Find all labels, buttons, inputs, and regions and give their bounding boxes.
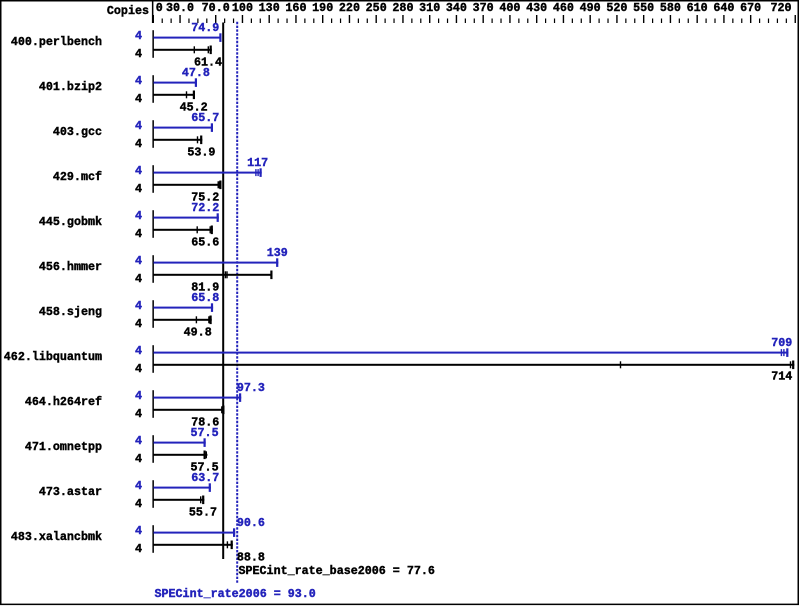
svg-text:429.mcf: 429.mcf bbox=[53, 170, 102, 184]
svg-text:473.astar: 473.astar bbox=[39, 485, 102, 499]
svg-text:4: 4 bbox=[135, 479, 142, 493]
svg-text:250: 250 bbox=[366, 1, 387, 15]
svg-text:47.8: 47.8 bbox=[182, 66, 210, 80]
svg-text:4: 4 bbox=[135, 389, 142, 403]
svg-text:70.0: 70.0 bbox=[202, 1, 230, 15]
svg-text:78.6: 78.6 bbox=[191, 415, 219, 429]
svg-text:61.4: 61.4 bbox=[194, 55, 222, 69]
svg-text:45.2: 45.2 bbox=[180, 100, 208, 114]
svg-text:400.perlbench: 400.perlbench bbox=[11, 35, 102, 49]
svg-text:4: 4 bbox=[135, 542, 142, 556]
svg-text:471.omnetpp: 471.omnetpp bbox=[25, 440, 102, 454]
svg-text:550: 550 bbox=[633, 1, 654, 15]
svg-text:456.hmmer: 456.hmmer bbox=[39, 260, 102, 274]
svg-text:310: 310 bbox=[419, 1, 440, 15]
svg-text:75.2: 75.2 bbox=[191, 190, 219, 204]
svg-text:65.6: 65.6 bbox=[191, 235, 219, 249]
svg-text:97.3: 97.3 bbox=[237, 381, 265, 395]
svg-text:670: 670 bbox=[740, 1, 761, 15]
svg-text:220: 220 bbox=[339, 1, 360, 15]
svg-text:160: 160 bbox=[285, 1, 306, 15]
svg-text:65.8: 65.8 bbox=[191, 291, 219, 305]
svg-text:4: 4 bbox=[135, 182, 142, 196]
svg-text:580: 580 bbox=[660, 1, 681, 15]
svg-text:4: 4 bbox=[135, 254, 142, 268]
svg-text:640: 640 bbox=[713, 1, 734, 15]
svg-text:SPECint_rate2006 = 93.0: SPECint_rate2006 = 93.0 bbox=[155, 587, 316, 601]
svg-text:57.5: 57.5 bbox=[191, 426, 219, 440]
svg-text:72.2: 72.2 bbox=[191, 201, 219, 215]
svg-text:458.sjeng: 458.sjeng bbox=[39, 305, 102, 319]
svg-text:4: 4 bbox=[135, 407, 142, 421]
svg-text:4: 4 bbox=[135, 29, 142, 43]
svg-text:401.bzip2: 401.bzip2 bbox=[39, 80, 102, 94]
svg-text:81.9: 81.9 bbox=[191, 280, 219, 294]
svg-text:430: 430 bbox=[526, 1, 547, 15]
svg-text:610: 610 bbox=[687, 1, 708, 15]
svg-text:340: 340 bbox=[446, 1, 467, 15]
svg-text:4: 4 bbox=[135, 272, 142, 286]
svg-text:4: 4 bbox=[135, 47, 142, 61]
svg-text:49.8: 49.8 bbox=[184, 325, 212, 339]
svg-text:460: 460 bbox=[553, 1, 574, 15]
svg-text:4: 4 bbox=[135, 497, 142, 511]
svg-text:4: 4 bbox=[135, 317, 142, 331]
svg-text:464.h264ref: 464.h264ref bbox=[25, 395, 102, 409]
svg-text:Copies: Copies bbox=[107, 4, 149, 18]
svg-text:4: 4 bbox=[135, 227, 142, 241]
svg-text:462.libquantum: 462.libquantum bbox=[4, 350, 102, 364]
svg-text:130: 130 bbox=[259, 1, 280, 15]
svg-text:4: 4 bbox=[135, 209, 142, 223]
svg-text:709: 709 bbox=[771, 336, 792, 350]
svg-text:30.0: 30.0 bbox=[166, 1, 194, 15]
svg-text:490: 490 bbox=[580, 1, 601, 15]
svg-text:714: 714 bbox=[771, 370, 792, 384]
svg-text:4: 4 bbox=[135, 344, 142, 358]
svg-text:400: 400 bbox=[499, 1, 520, 15]
svg-text:90.6: 90.6 bbox=[237, 516, 265, 530]
svg-text:139: 139 bbox=[267, 246, 288, 260]
svg-text:4: 4 bbox=[135, 119, 142, 133]
svg-text:445.gobmk: 445.gobmk bbox=[39, 215, 102, 229]
svg-text:57.5: 57.5 bbox=[191, 460, 219, 474]
svg-text:4: 4 bbox=[135, 299, 142, 313]
svg-text:55.7: 55.7 bbox=[189, 505, 217, 519]
svg-text:88.8: 88.8 bbox=[237, 550, 265, 564]
svg-text:4: 4 bbox=[135, 362, 142, 376]
svg-text:63.7: 63.7 bbox=[191, 471, 219, 485]
svg-text:4: 4 bbox=[135, 452, 142, 466]
svg-text:280: 280 bbox=[392, 1, 413, 15]
svg-text:65.7: 65.7 bbox=[191, 111, 219, 125]
svg-text:SPECint_rate_base2006 = 77.6: SPECint_rate_base2006 = 77.6 bbox=[239, 564, 435, 578]
svg-text:4: 4 bbox=[135, 92, 142, 106]
svg-text:100: 100 bbox=[232, 1, 253, 15]
svg-text:53.9: 53.9 bbox=[187, 145, 215, 159]
svg-text:74.9: 74.9 bbox=[191, 21, 219, 35]
svg-text:370: 370 bbox=[473, 1, 494, 15]
svg-text:520: 520 bbox=[606, 1, 627, 15]
svg-text:0: 0 bbox=[156, 1, 163, 15]
svg-text:4: 4 bbox=[135, 524, 142, 538]
svg-text:117: 117 bbox=[247, 156, 268, 170]
svg-text:483.xalancbmk: 483.xalancbmk bbox=[11, 530, 102, 544]
svg-text:4: 4 bbox=[135, 74, 142, 88]
svg-text:403.gcc: 403.gcc bbox=[53, 125, 102, 139]
svg-text:4: 4 bbox=[135, 434, 142, 448]
svg-text:720: 720 bbox=[770, 1, 791, 15]
svg-text:4: 4 bbox=[135, 164, 142, 178]
svg-text:4: 4 bbox=[135, 137, 142, 151]
svg-text:190: 190 bbox=[312, 1, 333, 15]
